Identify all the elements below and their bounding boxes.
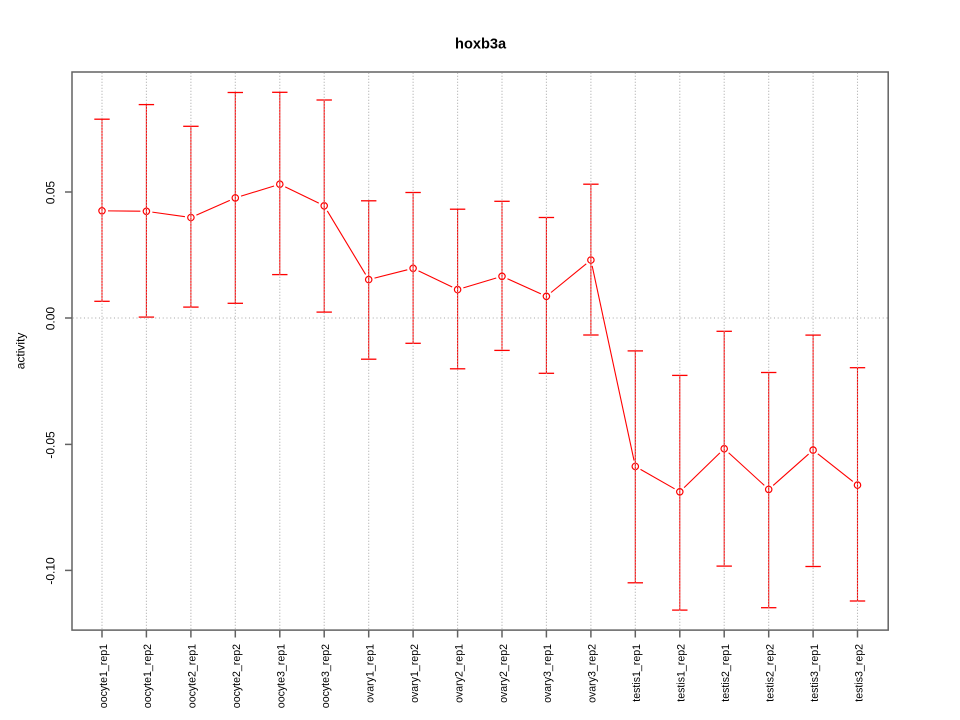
svg-text:testis2_rep2: testis2_rep2 <box>765 644 777 702</box>
svg-text:ovary3_rep1: ovary3_rep1 <box>542 644 554 703</box>
svg-text:ovary2_rep1: ovary2_rep1 <box>453 644 465 703</box>
svg-text:testis3_rep1: testis3_rep1 <box>809 644 821 702</box>
svg-text:ovary1_rep1: ovary1_rep1 <box>365 644 377 703</box>
svg-text:-0.10: -0.10 <box>44 557 58 585</box>
svg-text:testis1_rep1: testis1_rep1 <box>631 644 643 702</box>
svg-text:oocyte2_rep2: oocyte2_rep2 <box>231 644 243 708</box>
svg-text:hoxb3a: hoxb3a <box>455 37 507 53</box>
svg-text:testis1_rep2: testis1_rep2 <box>676 644 688 702</box>
svg-text:oocyte1_rep1: oocyte1_rep1 <box>98 644 110 708</box>
svg-text:oocyte2_rep1: oocyte2_rep1 <box>187 644 199 708</box>
svg-text:ovary3_rep2: ovary3_rep2 <box>587 644 599 703</box>
svg-text:oocyte3_rep1: oocyte3_rep1 <box>276 644 288 708</box>
svg-text:ovary1_rep2: ovary1_rep2 <box>409 644 421 703</box>
svg-text:ovary2_rep2: ovary2_rep2 <box>498 644 510 703</box>
svg-text:-0.05: -0.05 <box>44 431 58 459</box>
svg-text:testis2_rep1: testis2_rep1 <box>720 644 732 702</box>
svg-text:0.05: 0.05 <box>44 181 58 205</box>
svg-text:oocyte1_rep2: oocyte1_rep2 <box>142 644 154 708</box>
svg-text:activity: activity <box>14 333 28 370</box>
svg-text:testis3_rep2: testis3_rep2 <box>853 644 865 702</box>
svg-text:0.00: 0.00 <box>44 307 58 331</box>
svg-text:oocyte3_rep2: oocyte3_rep2 <box>320 644 332 708</box>
